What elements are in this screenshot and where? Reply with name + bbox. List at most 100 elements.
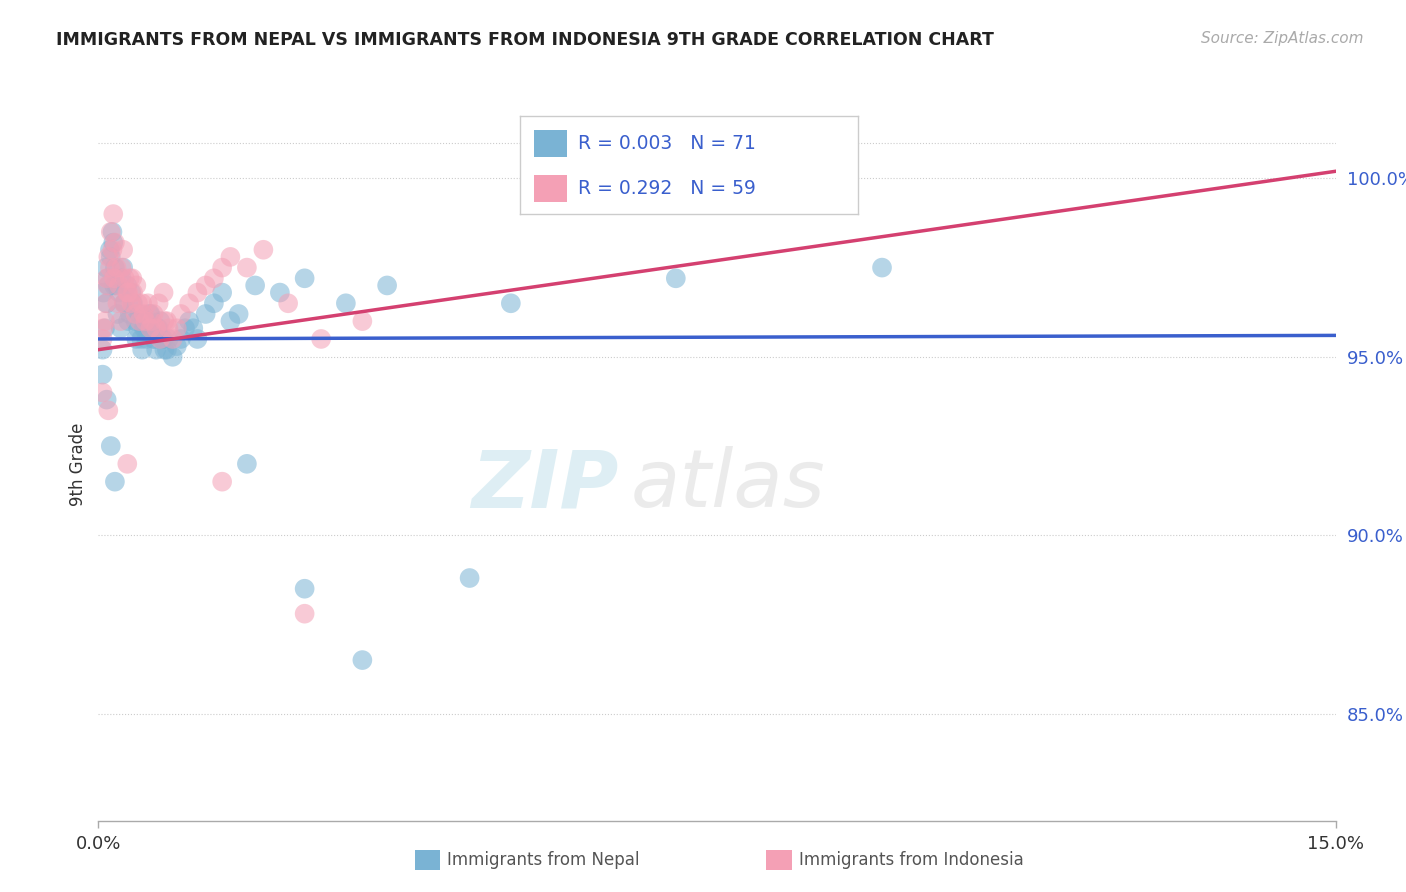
Text: ZIP: ZIP bbox=[471, 446, 619, 524]
Text: R = 0.003   N = 71: R = 0.003 N = 71 bbox=[578, 134, 755, 153]
Point bbox=[124, 307, 146, 321]
Point bbox=[112, 260, 135, 275]
Point bbox=[96, 278, 118, 293]
Point bbox=[132, 307, 155, 321]
Point bbox=[118, 307, 141, 321]
Point bbox=[108, 285, 131, 300]
Point bbox=[136, 296, 159, 310]
Point bbox=[117, 285, 139, 300]
Point bbox=[103, 207, 125, 221]
Point bbox=[162, 332, 184, 346]
Point bbox=[125, 332, 148, 346]
Point bbox=[117, 457, 139, 471]
Point bbox=[211, 260, 233, 275]
Point bbox=[236, 260, 259, 275]
Point bbox=[170, 307, 193, 321]
Point bbox=[91, 332, 114, 346]
Point bbox=[110, 314, 132, 328]
Point bbox=[91, 368, 114, 382]
Point bbox=[94, 314, 117, 328]
Point bbox=[141, 321, 163, 335]
Point bbox=[96, 271, 118, 285]
Point bbox=[108, 278, 131, 293]
Point bbox=[174, 321, 197, 335]
Point bbox=[91, 385, 114, 400]
Point bbox=[166, 321, 188, 335]
Point bbox=[138, 307, 160, 321]
Point bbox=[236, 457, 259, 471]
Point bbox=[277, 296, 299, 310]
Point bbox=[93, 321, 115, 335]
Point bbox=[128, 314, 150, 328]
Point bbox=[101, 243, 124, 257]
Point bbox=[127, 296, 149, 310]
Point bbox=[202, 271, 225, 285]
Point bbox=[143, 332, 166, 346]
Point bbox=[145, 321, 167, 335]
Point bbox=[219, 250, 242, 264]
Point bbox=[179, 296, 201, 310]
Point bbox=[142, 332, 165, 346]
Point bbox=[117, 285, 139, 300]
Point bbox=[148, 321, 170, 335]
Point bbox=[105, 307, 128, 321]
Point bbox=[219, 314, 242, 328]
Point bbox=[294, 271, 316, 285]
Point bbox=[104, 235, 127, 250]
Point bbox=[194, 278, 217, 293]
Point bbox=[131, 296, 153, 310]
Point bbox=[157, 321, 180, 335]
Point bbox=[100, 250, 122, 264]
Point bbox=[243, 278, 266, 293]
Text: Source: ZipAtlas.com: Source: ZipAtlas.com bbox=[1201, 31, 1364, 46]
Point bbox=[103, 271, 125, 285]
Point bbox=[103, 278, 125, 293]
Point bbox=[211, 475, 233, 489]
Point bbox=[94, 296, 117, 310]
Point bbox=[100, 225, 122, 239]
Point bbox=[228, 307, 250, 321]
Point bbox=[162, 350, 184, 364]
Point bbox=[352, 314, 374, 328]
Point bbox=[131, 343, 153, 357]
Point bbox=[114, 271, 136, 285]
Point bbox=[103, 235, 125, 250]
Point bbox=[117, 314, 139, 328]
Point bbox=[139, 321, 162, 335]
Point bbox=[112, 296, 135, 310]
Point bbox=[149, 332, 172, 346]
Point bbox=[110, 260, 132, 275]
Point bbox=[91, 343, 114, 357]
Point bbox=[352, 653, 374, 667]
Point bbox=[156, 314, 179, 328]
Point bbox=[294, 607, 316, 621]
Point bbox=[94, 321, 117, 335]
Point bbox=[96, 296, 118, 310]
Point bbox=[101, 225, 124, 239]
Point bbox=[152, 332, 174, 346]
Point bbox=[135, 332, 157, 346]
Text: Immigrants from Indonesia: Immigrants from Indonesia bbox=[799, 851, 1024, 869]
Point bbox=[269, 285, 291, 300]
Point bbox=[136, 314, 159, 328]
Point bbox=[98, 243, 121, 257]
Point bbox=[114, 296, 136, 310]
Point bbox=[134, 314, 156, 328]
Point bbox=[152, 332, 174, 346]
Point bbox=[124, 314, 146, 328]
Point bbox=[166, 339, 188, 353]
Point bbox=[211, 285, 233, 300]
Point bbox=[110, 321, 132, 335]
Point bbox=[125, 278, 148, 293]
Point bbox=[98, 260, 121, 275]
Point bbox=[148, 296, 170, 310]
Point bbox=[194, 307, 217, 321]
Point bbox=[128, 307, 150, 321]
Point bbox=[665, 271, 688, 285]
Point bbox=[97, 278, 120, 293]
Point bbox=[179, 314, 201, 328]
Point bbox=[335, 296, 357, 310]
Point bbox=[120, 296, 142, 310]
Point bbox=[139, 307, 162, 321]
Point bbox=[141, 314, 163, 328]
